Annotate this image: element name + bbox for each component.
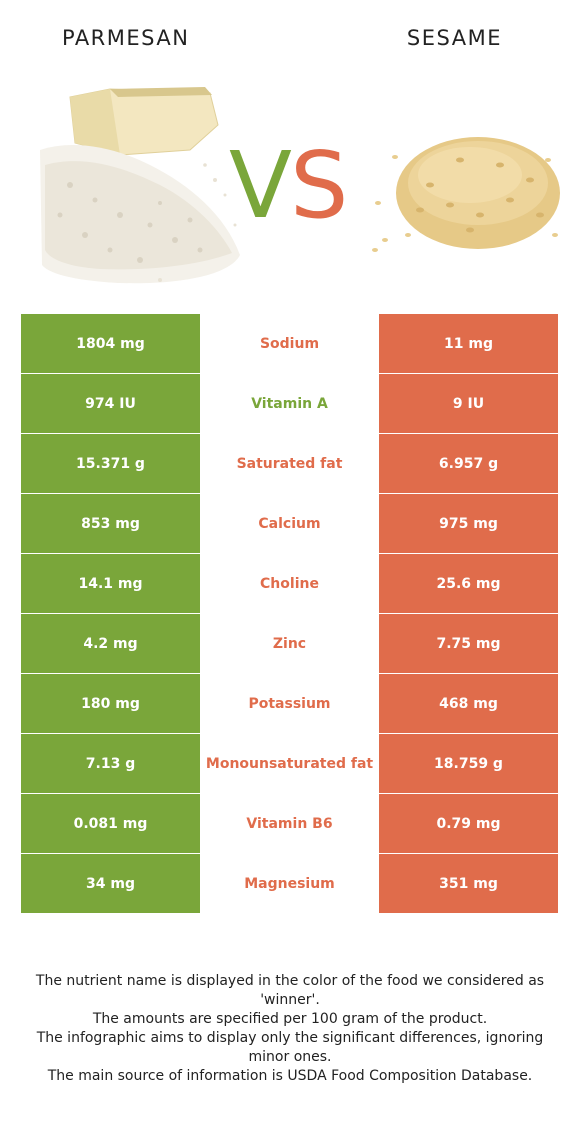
sesame-seeds-image <box>372 137 560 252</box>
sesame-value: 11 mg <box>379 314 558 374</box>
right-food-title: SESAME <box>406 26 502 50</box>
parmesan-value: 853 mg <box>21 493 200 554</box>
nutrient-name: Calcium <box>200 493 379 554</box>
left-food-title: PARMESAN <box>62 26 190 50</box>
parmesan-value: 180 mg <box>21 673 200 734</box>
footnote-line: The main source of information is USDA F… <box>47 1068 533 1084</box>
sesame-value: 25.6 mg <box>379 553 558 614</box>
table-row: 4.2 mg Zinc 7.75 mg <box>21 613 558 674</box>
table-row: 15.371 g Saturated fat 6.957 g <box>21 433 558 494</box>
sesame-value: 9 IU <box>379 373 558 434</box>
table-row: 1804 mg Sodium 11 mg <box>21 314 558 374</box>
parmesan-value: 15.371 g <box>21 433 200 494</box>
vs-letter-s: S <box>289 132 348 239</box>
sesame-value: 351 mg <box>379 853 558 913</box>
sesame-value: 0.79 mg <box>379 793 558 854</box>
nutrient-name: Monounsaturated fat <box>200 733 379 794</box>
footnote: The nutrient name is displayed in the co… <box>20 972 560 1086</box>
sesame-value: 6.957 g <box>379 433 558 494</box>
parmesan-value: 974 IU <box>21 373 200 434</box>
nutrient-name: Potassium <box>200 673 379 734</box>
footnote-line: The nutrient name is displayed in the co… <box>35 973 545 1008</box>
parmesan-value: 4.2 mg <box>21 613 200 674</box>
footnote-line: The infographic aims to display only the… <box>36 1030 544 1065</box>
parmesan-cheese-image <box>40 87 240 284</box>
parmesan-value: 1804 mg <box>21 314 200 374</box>
sesame-value: 975 mg <box>379 493 558 554</box>
sesame-value: 18.759 g <box>379 733 558 794</box>
table-row: 853 mg Calcium 975 mg <box>21 493 558 554</box>
sesame-value: 7.75 mg <box>379 613 558 674</box>
table-row: 180 mg Potassium 468 mg <box>21 673 558 734</box>
table-row: 0.081 mg Vitamin B6 0.79 mg <box>21 793 558 854</box>
parmesan-value: 34 mg <box>21 853 200 913</box>
parmesan-value: 0.081 mg <box>21 793 200 854</box>
hero-images <box>40 87 560 284</box>
vs-logo: VS <box>229 140 348 232</box>
nutrient-name: Magnesium <box>200 853 379 913</box>
nutrient-name: Vitamin B6 <box>200 793 379 854</box>
table-row: 34 mg Magnesium 351 mg <box>21 853 558 913</box>
nutrient-name: Saturated fat <box>200 433 379 494</box>
table-row: 14.1 mg Choline 25.6 mg <box>21 553 558 614</box>
sesame-value: 468 mg <box>379 673 558 734</box>
nutrient-name: Vitamin A <box>200 373 379 434</box>
parmesan-value: 7.13 g <box>21 733 200 794</box>
nutrient-name: Zinc <box>200 613 379 674</box>
parmesan-value: 14.1 mg <box>21 553 200 614</box>
vs-letter-v: V <box>229 132 292 239</box>
nutrient-name: Sodium <box>200 314 379 374</box>
footnote-line: The amounts are specified per 100 gram o… <box>92 1011 488 1027</box>
nutrient-name: Choline <box>200 553 379 614</box>
table-row: 7.13 g Monounsaturated fat 18.759 g <box>21 733 558 794</box>
